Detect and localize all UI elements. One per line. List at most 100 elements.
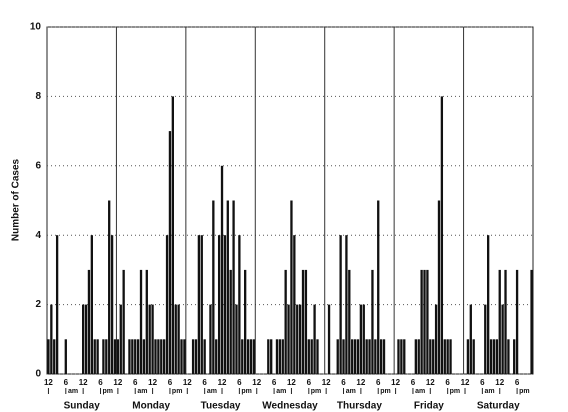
x-tick-label: 12 bbox=[183, 378, 192, 387]
bar bbox=[180, 339, 183, 374]
bar bbox=[336, 339, 339, 374]
x-tick-label: 12 bbox=[252, 378, 261, 387]
bar bbox=[50, 304, 53, 374]
bar bbox=[267, 339, 270, 374]
bar bbox=[423, 269, 426, 374]
bar bbox=[304, 269, 308, 374]
period-label: pm bbox=[380, 388, 391, 395]
bar bbox=[87, 269, 91, 374]
y-tick-label: 0 bbox=[35, 369, 41, 380]
bar bbox=[498, 269, 501, 374]
bar bbox=[290, 200, 293, 374]
bar bbox=[238, 235, 241, 374]
bar bbox=[90, 235, 93, 374]
bar bbox=[371, 269, 374, 374]
bar bbox=[437, 200, 441, 374]
bar bbox=[183, 339, 186, 374]
bar bbox=[154, 339, 157, 374]
x-tick-label: 12 bbox=[148, 378, 157, 387]
bar bbox=[232, 200, 235, 374]
day-label: Monday bbox=[132, 401, 170, 412]
bar bbox=[313, 304, 316, 374]
x-tick-label: 6 bbox=[411, 378, 416, 387]
bar bbox=[220, 165, 224, 374]
bar bbox=[434, 304, 438, 374]
bar bbox=[145, 269, 148, 374]
bar bbox=[82, 304, 85, 374]
bar bbox=[235, 304, 238, 374]
bar bbox=[466, 339, 470, 374]
bar bbox=[134, 339, 137, 374]
bar bbox=[365, 339, 368, 374]
x-tick-label: 6 bbox=[133, 378, 138, 387]
day-label: Thursday bbox=[337, 401, 382, 412]
x-tick-label: 12 bbox=[113, 378, 122, 387]
bar bbox=[359, 304, 363, 374]
bar bbox=[252, 339, 255, 374]
y-tick-label: 10 bbox=[30, 22, 42, 33]
x-tick-label: 6 bbox=[341, 378, 346, 387]
bar bbox=[174, 304, 177, 374]
bar bbox=[116, 339, 120, 374]
bar bbox=[507, 339, 510, 374]
bar bbox=[102, 339, 105, 374]
y-tick-label: 4 bbox=[35, 230, 41, 241]
x-tick-label: 12 bbox=[79, 378, 88, 387]
bar bbox=[270, 339, 273, 374]
y-tick-label: 2 bbox=[35, 299, 41, 310]
day-label: Tuesday bbox=[201, 401, 241, 412]
bar bbox=[151, 304, 154, 374]
bar bbox=[414, 339, 417, 374]
bar bbox=[217, 235, 221, 374]
bar bbox=[119, 304, 122, 374]
plot-frame bbox=[46, 26, 534, 375]
bar bbox=[377, 200, 380, 374]
period-label: pm bbox=[450, 388, 461, 395]
bar bbox=[139, 269, 143, 374]
bar bbox=[310, 339, 313, 374]
bar bbox=[53, 339, 56, 374]
bar bbox=[446, 339, 449, 374]
period-label: am bbox=[137, 388, 147, 395]
bar bbox=[200, 235, 203, 374]
period-label: pm bbox=[241, 388, 252, 395]
period-label: am bbox=[68, 388, 78, 395]
bar bbox=[356, 339, 360, 374]
bar bbox=[215, 339, 218, 374]
bar bbox=[298, 304, 302, 374]
bar bbox=[241, 339, 244, 374]
x-tick-label: 6 bbox=[168, 378, 173, 387]
x-tick-label: 12 bbox=[44, 378, 53, 387]
bar bbox=[110, 235, 114, 374]
bar bbox=[249, 339, 253, 374]
bar bbox=[504, 269, 507, 374]
bar bbox=[284, 269, 287, 374]
period-label: am bbox=[207, 388, 217, 395]
bar bbox=[287, 304, 290, 374]
period-label: pm bbox=[519, 388, 530, 395]
x-tick-label: 12 bbox=[495, 378, 504, 387]
bar bbox=[160, 339, 163, 374]
bar bbox=[342, 339, 345, 374]
bar bbox=[316, 339, 319, 374]
bar bbox=[281, 339, 284, 374]
bar bbox=[327, 304, 331, 374]
bar bbox=[229, 269, 232, 374]
period-label: pm bbox=[311, 388, 322, 395]
day-label: Saturday bbox=[477, 401, 520, 412]
bar bbox=[275, 339, 279, 374]
bar bbox=[128, 339, 131, 374]
bar bbox=[432, 339, 435, 374]
bar bbox=[246, 339, 250, 374]
day-label: Wednesday bbox=[262, 401, 318, 412]
bar bbox=[440, 96, 444, 375]
y-axis-label: Number of Cases bbox=[11, 158, 22, 241]
bar bbox=[212, 200, 215, 374]
bar bbox=[177, 304, 180, 374]
period-label: am bbox=[415, 388, 425, 395]
bar bbox=[64, 339, 67, 374]
period-label: am bbox=[346, 388, 356, 395]
bar bbox=[168, 131, 172, 374]
bar bbox=[345, 235, 348, 374]
bar bbox=[244, 269, 247, 374]
